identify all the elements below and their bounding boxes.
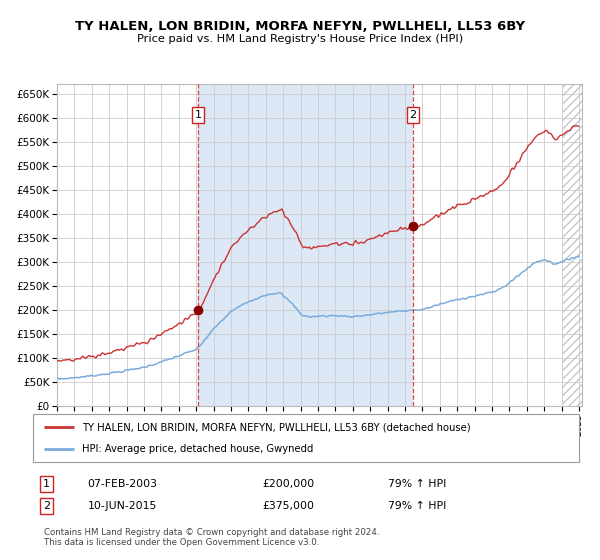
Text: 10-JUN-2015: 10-JUN-2015 [88, 501, 157, 511]
Bar [57, 84, 198, 406]
Text: 79% ↑ HPI: 79% ↑ HPI [388, 501, 446, 511]
Text: £200,000: £200,000 [262, 479, 314, 489]
FancyBboxPatch shape [33, 414, 579, 462]
Text: 79% ↑ HPI: 79% ↑ HPI [388, 479, 446, 489]
Text: £375,000: £375,000 [262, 501, 314, 511]
Text: TY HALEN, LON BRIDIN, MORFA NEFYN, PWLLHELI, LL53 6BY: TY HALEN, LON BRIDIN, MORFA NEFYN, PWLLH… [75, 20, 525, 32]
Bar [562, 84, 582, 406]
Text: 1: 1 [194, 110, 202, 120]
Text: Contains HM Land Registry data © Crown copyright and database right 2024.
This d: Contains HM Land Registry data © Crown c… [44, 528, 379, 547]
Text: HPI: Average price, detached house, Gwynedd: HPI: Average price, detached house, Gwyn… [82, 444, 314, 454]
Text: 1: 1 [43, 479, 50, 489]
Bar [198, 84, 413, 406]
Text: TY HALEN, LON BRIDIN, MORFA NEFYN, PWLLHELI, LL53 6BY (detached house): TY HALEN, LON BRIDIN, MORFA NEFYN, PWLLH… [82, 422, 471, 432]
Text: 2: 2 [409, 110, 416, 120]
Text: 2: 2 [43, 501, 50, 511]
Text: 07-FEB-2003: 07-FEB-2003 [88, 479, 158, 489]
Text: Price paid vs. HM Land Registry's House Price Index (HPI): Price paid vs. HM Land Registry's House … [137, 34, 463, 44]
Bar [413, 84, 562, 406]
